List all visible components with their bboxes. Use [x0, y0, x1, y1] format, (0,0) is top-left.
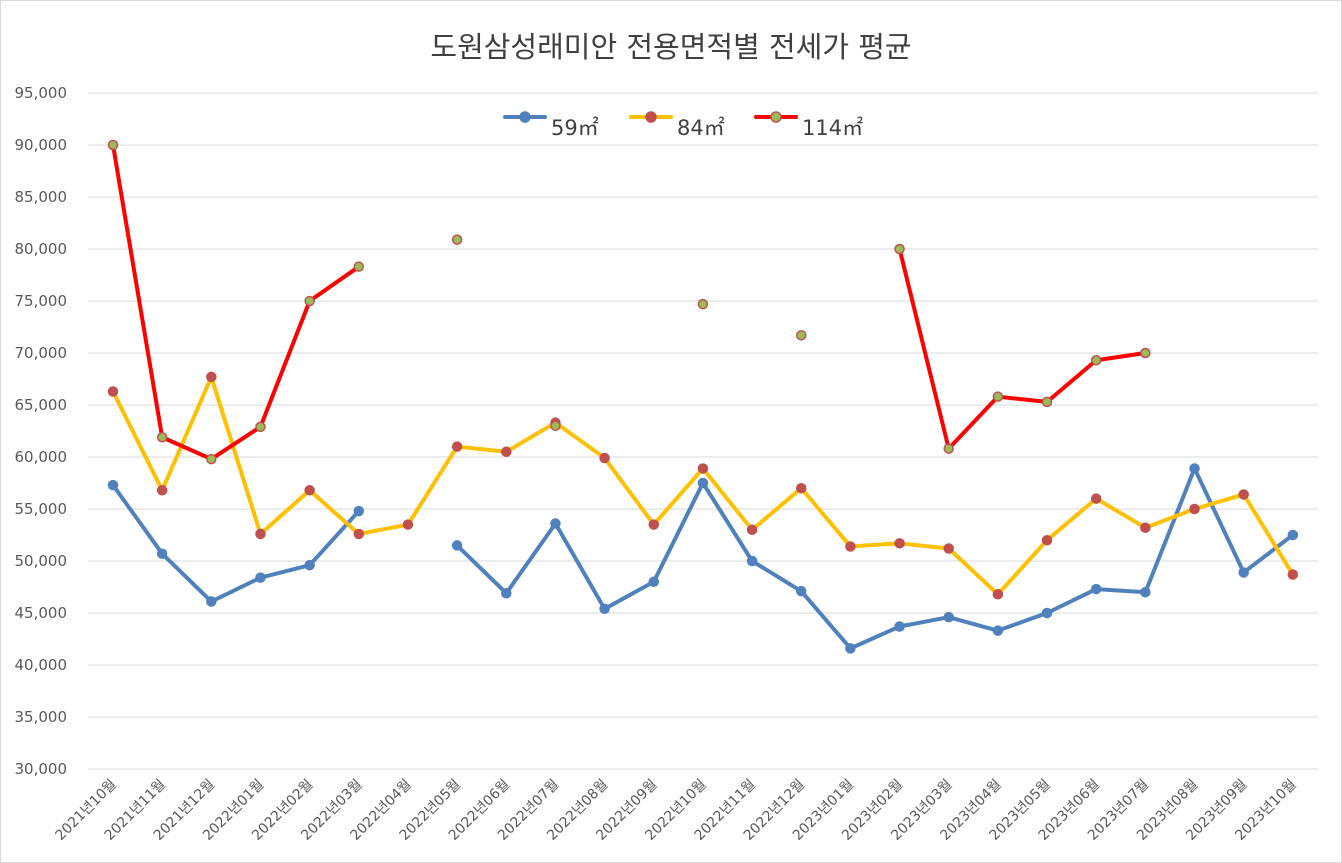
y-tick-label: 45,000 [15, 604, 68, 622]
data-point-1 [156, 485, 168, 496]
y-tick-label: 65,000 [15, 396, 68, 414]
legend-swatch-marker [770, 111, 782, 123]
y-tick-label: 35,000 [15, 708, 68, 726]
data-point-1 [1090, 493, 1102, 504]
data-point-0 [1140, 586, 1151, 598]
y-tick-label: 80,000 [15, 240, 68, 258]
data-point-2 [795, 330, 807, 341]
data-point-1 [599, 452, 610, 464]
data-point-0 [746, 555, 758, 567]
legend-label: 114㎡ [802, 116, 863, 140]
data-point-2 [255, 421, 266, 433]
y-tick-label: 55,000 [15, 500, 68, 518]
data-point-1 [894, 538, 905, 549]
data-point-1 [992, 589, 1004, 600]
series-line-0 [455, 466, 1295, 651]
data-point-0 [255, 572, 266, 583]
data-point-0 [107, 479, 119, 491]
data-point-2 [1140, 347, 1151, 359]
series-line-2 [897, 247, 1148, 451]
y-tick-label: 75,000 [15, 292, 68, 310]
data-point-2 [451, 234, 463, 245]
data-point-0 [451, 540, 463, 551]
data-point-2 [894, 243, 905, 255]
data-point-1 [501, 446, 512, 458]
y-tick-label: 70,000 [15, 344, 68, 362]
data-point-1 [304, 485, 315, 496]
data-point-2 [304, 295, 315, 307]
data-point-0 [550, 518, 561, 529]
data-point-1 [1140, 522, 1151, 533]
legend-label: 59㎡ [551, 116, 599, 140]
data-point-1 [1041, 534, 1053, 546]
data-point-0 [1090, 583, 1102, 595]
data-point-1 [107, 386, 119, 397]
data-point-0 [501, 587, 512, 599]
data-point-1 [795, 482, 807, 494]
data-point-0 [1189, 463, 1200, 474]
data-point-0 [156, 548, 168, 559]
data-point-0 [894, 621, 905, 632]
data-point-0 [648, 576, 660, 588]
data-point-1 [746, 524, 758, 536]
y-tick-label: 90,000 [15, 136, 68, 154]
data-point-0 [992, 625, 1004, 636]
data-point-0 [304, 559, 315, 571]
data-point-0 [599, 603, 610, 615]
data-point-0 [845, 643, 856, 654]
data-point-1 [1287, 569, 1299, 580]
data-point-1 [402, 519, 414, 530]
legend-label: 84㎡ [677, 116, 725, 140]
legend-swatch-marker [519, 111, 531, 123]
data-point-1 [845, 541, 856, 552]
y-tick-label: 60,000 [15, 448, 68, 466]
data-point-0 [1238, 567, 1249, 578]
y-tick-label: 30,000 [15, 760, 68, 778]
data-point-0 [206, 596, 217, 607]
y-tick-label: 95,000 [15, 84, 68, 102]
data-point-1 [943, 543, 954, 554]
data-point-1 [1189, 503, 1200, 515]
data-point-2 [943, 443, 954, 454]
data-point-2 [697, 298, 709, 310]
data-point-2 [1090, 355, 1102, 366]
data-point-0 [1041, 607, 1053, 619]
data-point-2 [1041, 396, 1053, 408]
series-line-2 [111, 143, 361, 462]
series-line-0 [111, 483, 361, 604]
data-point-1 [255, 528, 266, 540]
y-tick-label: 40,000 [15, 656, 68, 674]
data-point-1 [697, 463, 709, 474]
data-point-0 [1287, 529, 1299, 541]
data-point-2 [550, 420, 561, 432]
data-point-1 [353, 528, 365, 540]
data-point-0 [353, 505, 365, 517]
y-tick-label: 50,000 [15, 552, 68, 570]
data-point-0 [697, 477, 709, 489]
data-point-2 [206, 453, 217, 465]
data-point-1 [206, 371, 217, 383]
data-point-1 [451, 441, 463, 452]
chart-title: 도원삼성래미안 전용면적별 전세가 평균 [430, 30, 912, 64]
data-point-0 [943, 611, 954, 623]
y-tick-label: 85,000 [15, 188, 68, 206]
data-point-2 [156, 431, 168, 443]
legend-swatch-marker [645, 111, 657, 123]
data-point-2 [353, 261, 365, 272]
data-point-1 [648, 519, 660, 530]
data-point-2 [107, 139, 119, 151]
data-point-1 [1238, 489, 1249, 500]
data-point-0 [795, 585, 807, 597]
data-point-2 [992, 391, 1004, 402]
